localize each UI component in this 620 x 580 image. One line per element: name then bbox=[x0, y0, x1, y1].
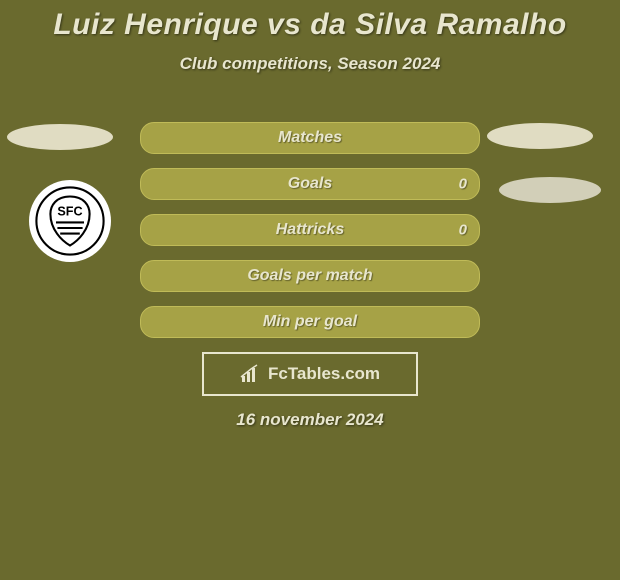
logo-text: FcTables.com bbox=[268, 364, 380, 384]
stat-label: Goals per match bbox=[141, 267, 479, 285]
club-crest-left: SFC bbox=[29, 180, 111, 262]
stat-row: Matches bbox=[140, 122, 480, 154]
bar-chart-icon bbox=[240, 364, 262, 384]
player-right-ellipse-top bbox=[487, 123, 593, 149]
stat-row: Min per goal bbox=[140, 306, 480, 338]
stat-value-right: 0 bbox=[459, 176, 467, 193]
player-right-ellipse-bottom bbox=[499, 177, 601, 203]
page-title: Luiz Henrique vs da Silva Ramalho bbox=[0, 0, 620, 42]
fctables-logo: FcTables.com bbox=[202, 352, 418, 396]
player-left-ellipse bbox=[7, 124, 113, 150]
date-label: 16 november 2024 bbox=[0, 410, 620, 430]
stat-row: Goals0 bbox=[140, 168, 480, 200]
stat-label: Goals bbox=[141, 175, 479, 193]
crest-text: SFC bbox=[57, 204, 82, 218]
stat-rows: MatchesGoals0Hattricks0Goals per matchMi… bbox=[140, 122, 480, 352]
stat-row: Goals per match bbox=[140, 260, 480, 292]
stat-label: Min per goal bbox=[141, 313, 479, 331]
stat-row: Hattricks0 bbox=[140, 214, 480, 246]
subtitle: Club competitions, Season 2024 bbox=[0, 54, 620, 74]
stat-value-right: 0 bbox=[459, 222, 467, 239]
stat-label: Hattricks bbox=[141, 221, 479, 239]
stat-label: Matches bbox=[141, 129, 479, 147]
